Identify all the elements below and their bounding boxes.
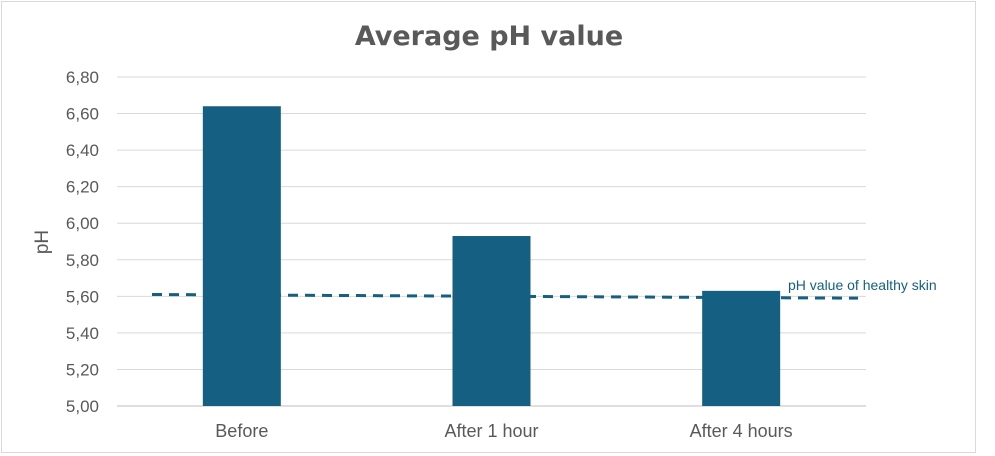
category-label: After 1 hour [444,421,538,441]
y-tick-label: 5,00 [66,397,99,416]
category-label: After 4 hours [690,421,793,441]
bar [202,106,281,406]
bar [452,236,531,406]
y-axis-label: pH [32,230,53,254]
y-tick-label: 5,40 [66,324,99,343]
chart-title: Average pH value [355,21,623,52]
y-tick-labels: 5,00 5,20 5,40 5,60 5,80 6,00 6,20 6,40 6,60 6,80 [66,68,99,416]
y-tick-label: 5,60 [66,287,99,306]
y-tick-label: 6,00 [66,214,99,233]
y-tick-label: 6,40 [66,141,99,160]
y-tick-label: 6,60 [66,105,99,124]
reference-line-label: pH value of healthy skin [788,277,937,293]
category-label: Before [215,421,268,441]
bars [202,106,781,406]
y-tick-label: 6,20 [66,178,99,197]
y-tick-label: 5,20 [66,360,99,379]
y-tick-label: 6,80 [66,68,99,87]
category-labels: Before After 1 hour After 4 hours [215,421,792,441]
bar [702,290,781,406]
y-tick-label: 5,80 [66,251,99,270]
reference-line-group: pH value of healthy skin [151,277,937,300]
